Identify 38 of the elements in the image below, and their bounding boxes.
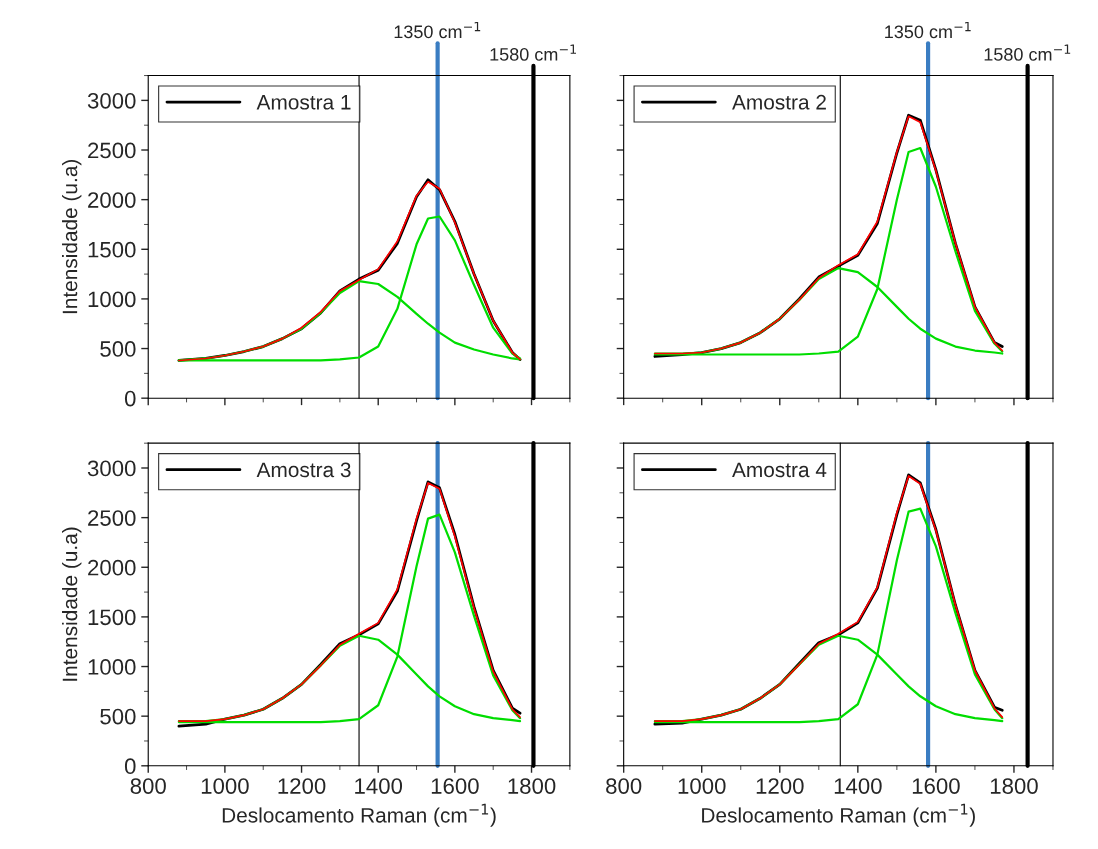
y-tick-label: 1000 xyxy=(88,291,136,308)
x-tick-label: 1400 xyxy=(355,778,403,794)
y-tick-label: 500 xyxy=(100,708,136,725)
y-tick-label: 2000 xyxy=(88,192,136,208)
x-tick-label: 1600 xyxy=(431,778,479,794)
x-tick-label: 800 xyxy=(130,778,166,794)
y-tick-label: 1000 xyxy=(88,659,136,675)
x-axis-title: Deslocamento Raman (cm$^{−1}$) xyxy=(222,803,496,827)
y-axis-title: Intensidade (u.a) xyxy=(62,159,82,314)
x-tick-label: 1200 xyxy=(278,778,326,794)
x-tick-label: 1800 xyxy=(990,778,1038,794)
y-tick-label: 2000 xyxy=(88,559,136,576)
y-tick-label: 1500 xyxy=(88,241,136,258)
ref-line-label: 1350 cm$^{−1}$ xyxy=(394,21,481,39)
y-tick-label: 0 xyxy=(124,758,136,775)
y-tick-label: 500 xyxy=(100,341,136,357)
x-tick-label: 1200 xyxy=(756,778,804,794)
x-tick-label: 800 xyxy=(606,778,642,794)
x-axis-title: Deslocamento Raman (cm$^{−1}$) xyxy=(702,803,975,827)
y-tick-label: 2500 xyxy=(88,510,136,526)
ref-line-label: 1580 cm$^{−1}$ xyxy=(490,44,577,61)
legend-label: Amostra 4 xyxy=(732,462,827,478)
x-tick-label: 1000 xyxy=(201,778,249,794)
x-tick-label: 1400 xyxy=(834,778,882,794)
ref-line-label: 1580 cm$^{−1}$ xyxy=(984,44,1071,61)
legend-label: Amostra 1 xyxy=(256,95,351,110)
y-tick-label: 3000 xyxy=(87,92,136,109)
y-tick-label: 2500 xyxy=(88,142,136,159)
legend-label: Amostra 3 xyxy=(256,462,351,478)
x-tick-label: 1000 xyxy=(678,778,726,794)
y-axis-title: Intensidade (u.a) xyxy=(62,527,82,681)
y-tick-label: 3000 xyxy=(87,460,136,477)
x-tick-label: 1800 xyxy=(508,778,556,794)
ref-line-label: 1350 cm$^{−1}$ xyxy=(885,21,971,39)
legend-label: Amostra 2 xyxy=(732,94,826,110)
x-tick-label: 1600 xyxy=(912,778,960,794)
y-tick-label: 0 xyxy=(124,390,136,407)
y-tick-label: 1500 xyxy=(88,609,136,626)
